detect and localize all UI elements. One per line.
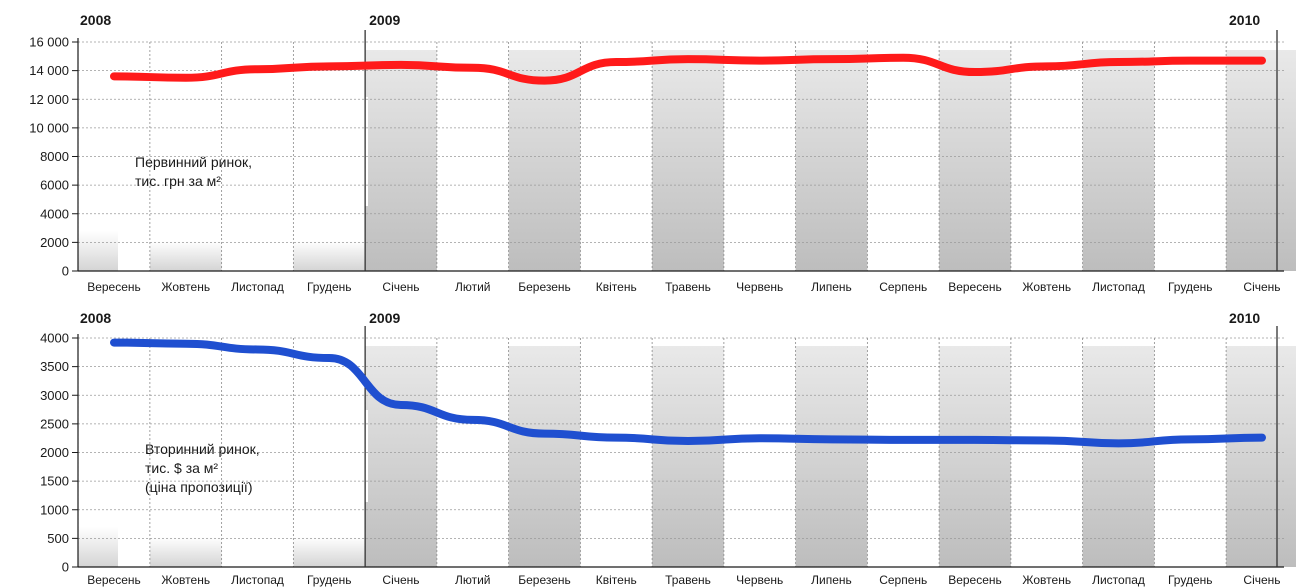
- y-tick-label: 2500: [40, 416, 69, 431]
- annotation-background: [78, 410, 368, 502]
- x-tick-label: Жовтень: [161, 280, 210, 294]
- y-tick-label: 12 000: [29, 92, 69, 107]
- y-tick-label: 3000: [40, 388, 69, 403]
- shaded-band-faded: [293, 537, 366, 567]
- shaded-band: [508, 346, 581, 567]
- x-tick-label: Жовтень: [1022, 280, 1071, 294]
- year-label: 2009: [369, 310, 400, 326]
- x-tick-label: Жовтень: [1022, 573, 1071, 587]
- shaded-band: [508, 50, 581, 271]
- x-tick-label: Травень: [665, 573, 711, 587]
- x-tick-label: Листопад: [1092, 573, 1145, 587]
- chart-panel-1: 16 000 14 000 12 000 10 000 8000 6000 4000 2000…: [29, 12, 1296, 294]
- y-tick-label: 6000: [40, 178, 69, 193]
- x-tick-label: Квітень: [596, 280, 637, 294]
- year-label: 2009: [369, 12, 400, 28]
- x-tick-label: Серпень: [879, 573, 927, 587]
- shaded-band-faded: [293, 241, 366, 271]
- x-tick-label: Травень: [665, 280, 711, 294]
- year-label: 2008: [80, 12, 111, 28]
- x-tick-label: Грудень: [1168, 280, 1213, 294]
- y-tick-label: 4000: [40, 331, 69, 346]
- shaded-band-faded: [78, 231, 118, 271]
- y-tick-label: 500: [47, 531, 69, 546]
- shaded-band: [795, 346, 868, 567]
- x-tick-label: Березень: [518, 573, 571, 587]
- x-tick-label: Листопад: [1092, 280, 1145, 294]
- x-tick-label: Грудень: [307, 280, 352, 294]
- shaded-band: [939, 50, 1011, 271]
- chart-annotation: Первинний ринок,: [135, 154, 252, 170]
- x-tick-label: Листопад: [231, 280, 284, 294]
- shaded-band: [652, 50, 724, 271]
- chart-annotation: тис. $ за м²: [145, 460, 218, 476]
- x-tick-label: Листопад: [231, 573, 284, 587]
- y-tick-label: 1000: [40, 502, 69, 517]
- x-tick-label: Вересень: [87, 573, 141, 587]
- y-tick-label: 2000: [40, 445, 69, 460]
- shaded-band: [795, 50, 868, 271]
- x-tick-label: Липень: [811, 280, 852, 294]
- y-tick-label: 1500: [40, 474, 69, 489]
- shaded-band: [1226, 50, 1296, 271]
- x-tick-label: Вересень: [87, 280, 141, 294]
- x-tick-label: Березень: [518, 280, 571, 294]
- y-tick-label: 14 000: [29, 63, 69, 78]
- x-tick-label: Січень: [382, 280, 419, 294]
- shaded-band: [365, 346, 437, 567]
- x-tick-label: Вересень: [948, 280, 1002, 294]
- y-tick-label: 3500: [40, 359, 69, 374]
- chart-annotation: тис. грн за м²: [135, 173, 221, 189]
- x-tick-label: Січень: [1243, 280, 1280, 294]
- x-tick-label: Грудень: [307, 573, 352, 587]
- shaded-band: [1226, 346, 1296, 567]
- year-label: 2010: [1229, 310, 1260, 326]
- x-tick-label: Лютий: [455, 573, 491, 587]
- x-tick-label: Червень: [736, 280, 783, 294]
- y-tick-label: 2000: [40, 235, 69, 250]
- x-tick-label: Серпень: [879, 280, 927, 294]
- annotation-background: [78, 97, 368, 206]
- y-tick-label: 8000: [40, 149, 69, 164]
- x-tick-label: Червень: [736, 573, 783, 587]
- year-label: 2010: [1229, 12, 1260, 28]
- x-tick-label: Грудень: [1168, 573, 1213, 587]
- x-tick-label: Січень: [1243, 573, 1280, 587]
- x-tick-label: Жовтень: [161, 573, 210, 587]
- x-tick-label: Квітень: [596, 573, 637, 587]
- year-label: 2008: [80, 310, 111, 326]
- chart-annotation: (ціна пропозиції): [145, 479, 252, 495]
- shaded-band: [365, 50, 437, 271]
- y-tick-label: 0: [62, 264, 69, 279]
- x-tick-label: Лютий: [455, 280, 491, 294]
- chart-panel-2: 4000 3500 3000 2500 2000 1500 1000 500 0 2008 2009…: [40, 310, 1296, 587]
- shaded-band: [939, 346, 1011, 567]
- x-tick-label: Січень: [382, 573, 419, 587]
- shaded-band: [652, 346, 724, 567]
- shaded-band: [1082, 346, 1155, 567]
- shaded-band-faded: [149, 537, 222, 567]
- y-tick-label: 16 000: [29, 35, 69, 50]
- x-tick-label: Липень: [811, 573, 852, 587]
- y-tick-label: 10 000: [29, 120, 69, 135]
- shaded-band-faded: [149, 241, 222, 271]
- series-line: [110, 338, 1266, 448]
- shaded-band: [1082, 50, 1155, 271]
- y-tick-label: 4000: [40, 206, 69, 221]
- chart-annotation: Вторинний ринок,: [145, 441, 260, 457]
- x-tick-label: Вересень: [948, 573, 1002, 587]
- shaded-band-faded: [78, 527, 118, 567]
- y-tick-label: 0: [62, 560, 69, 575]
